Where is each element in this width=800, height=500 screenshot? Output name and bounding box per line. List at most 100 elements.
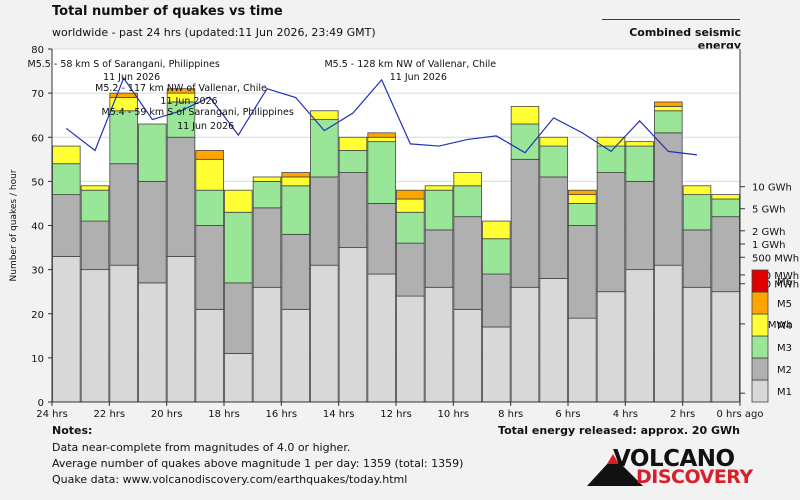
bar-5-m5 — [195, 150, 224, 160]
y-tick-label-5: 50 — [31, 177, 44, 188]
bar-15-m2 — [482, 273, 511, 328]
bar-1-m4 — [80, 185, 110, 191]
energy-legend-line — [602, 19, 740, 20]
y-axis-label: Number of quakes / hour — [9, 169, 19, 281]
energy-tick-label-5: 200 MWh — [752, 271, 799, 282]
x-tick-label-10: 4 hrs — [613, 409, 638, 420]
bar-0-m2 — [52, 194, 81, 257]
bar-19-m4 — [596, 136, 626, 147]
bar-5-m1 — [195, 308, 224, 403]
bar-15-m3 — [482, 238, 511, 275]
bar-14-m2 — [453, 216, 482, 310]
bar-12-m2 — [396, 242, 425, 297]
bar-10-m3 — [338, 150, 368, 173]
bar-14-m4 — [453, 172, 482, 187]
y-tick-label-0: 0 — [38, 398, 44, 409]
bar-17-m4 — [539, 136, 568, 147]
legend-label-m3: M3 — [777, 343, 792, 354]
energy-tick-label-2: 2 GWh — [752, 227, 786, 238]
y-tick-label-7: 70 — [31, 89, 44, 100]
bar-12-m3 — [396, 211, 425, 244]
bar-11-m5 — [367, 132, 396, 138]
bar-8-m2 — [281, 233, 310, 310]
x-tick-label-8: 8 hrs — [498, 409, 523, 420]
bar-7-m4 — [252, 176, 282, 182]
bar-2-m1 — [109, 264, 138, 403]
bar-18-m5 — [568, 189, 597, 196]
bar-22-m3 — [682, 194, 712, 231]
bar-13-m4 — [424, 185, 454, 191]
annotation-2-date: 11 Jun 2026 — [177, 121, 234, 132]
bar-5-m3 — [195, 189, 224, 226]
bar-18-m1 — [568, 317, 597, 403]
bar-3-m1 — [138, 282, 167, 403]
bar-12-m4 — [396, 198, 425, 213]
bar-20-m1 — [625, 269, 654, 403]
bar-17-m3 — [539, 145, 568, 178]
bar-17-m2 — [539, 176, 568, 279]
annotation-0-date: 11 Jun 2026 — [103, 72, 160, 83]
bar-4-m2 — [166, 136, 196, 257]
bar-9-m2 — [310, 176, 339, 266]
bar-11-m1 — [367, 273, 396, 403]
legend-swatch-m2 — [751, 357, 769, 381]
bar-2-m3 — [109, 110, 138, 165]
x-tick-label-9: 6 hrs — [555, 409, 580, 420]
x-tick-label-2: 20 hrs — [151, 409, 183, 420]
legend-swatch-m4 — [751, 313, 769, 337]
legend-label-m6: M6 — [777, 277, 792, 288]
volcano-discovery-logo[interactable]: VOLCANO DISCOVERY — [585, 446, 795, 492]
legend-swatch-m5 — [751, 291, 769, 315]
bar-7-m1 — [252, 286, 282, 403]
logo-text-discovery: DISCOVERY — [636, 466, 753, 488]
note-line-1: Data near-complete from magnitudes of 4.… — [52, 441, 351, 454]
bar-21-m5 — [654, 101, 683, 107]
legend-label-m4: M4 — [777, 321, 792, 332]
bar-8-m5 — [281, 172, 310, 178]
bar-21-m2 — [654, 132, 683, 266]
bar-7-m2 — [252, 207, 282, 288]
chart-subtitle: worldwide - past 24 hrs (updated:11 Jun … — [52, 26, 376, 39]
annotation-0-text: M5.5 - 58 km S of Sarangani, Philippines — [28, 59, 220, 70]
bar-17-m1 — [539, 278, 568, 403]
annotation-1-date: 11 Jun 2026 — [160, 96, 217, 107]
bar-15-m4 — [482, 220, 511, 240]
bar-6-m3 — [224, 211, 253, 284]
bar-1-m2 — [80, 220, 110, 271]
x-tick-label-11: 2 hrs — [670, 409, 695, 420]
volcano-icon — [587, 454, 643, 486]
y-tick-label-8: 80 — [31, 45, 44, 56]
legend-swatch-m6 — [751, 269, 769, 293]
bar-13-m1 — [424, 286, 454, 403]
bar-4-m3 — [166, 101, 196, 138]
bar-23-m4 — [711, 194, 740, 200]
bar-22-m4 — [682, 185, 712, 196]
bar-7-m3 — [252, 180, 282, 209]
notes-title: Notes: — [52, 424, 93, 437]
bar-10-m1 — [338, 247, 368, 403]
bar-4-m5 — [166, 88, 196, 94]
bar-20-m2 — [625, 180, 654, 271]
x-tick-label-7: 10 hrs — [438, 409, 470, 420]
x-tick-label-1: 22 hrs — [94, 409, 126, 420]
bar-4-m1 — [166, 255, 196, 403]
energy-tick-label-1: 5 GWh — [752, 205, 786, 216]
x-tick-label-5: 14 hrs — [323, 409, 355, 420]
annotation-1-text: M5.2 - 117 km NW of Vallenar, Chile — [95, 83, 267, 94]
bar-13-m2 — [424, 229, 454, 288]
bar-2-m5 — [109, 92, 138, 98]
bar-12-m5 — [396, 189, 425, 200]
x-tick-label-6: 12 hrs — [380, 409, 412, 420]
y-tick-label-4: 40 — [31, 222, 44, 233]
bar-6-m2 — [224, 282, 253, 354]
bar-14-m1 — [453, 308, 482, 403]
bar-11-m2 — [367, 203, 396, 275]
bar-22-m2 — [682, 229, 712, 288]
bar-16-m4 — [510, 105, 540, 125]
energy-tick-label-4: 500 MWh — [752, 253, 799, 264]
legend-swatch-m3 — [751, 335, 769, 359]
bar-3-m2 — [138, 180, 167, 284]
bar-16-m1 — [510, 286, 540, 403]
bar-6-m4 — [224, 189, 253, 213]
bar-0-m1 — [52, 255, 81, 403]
